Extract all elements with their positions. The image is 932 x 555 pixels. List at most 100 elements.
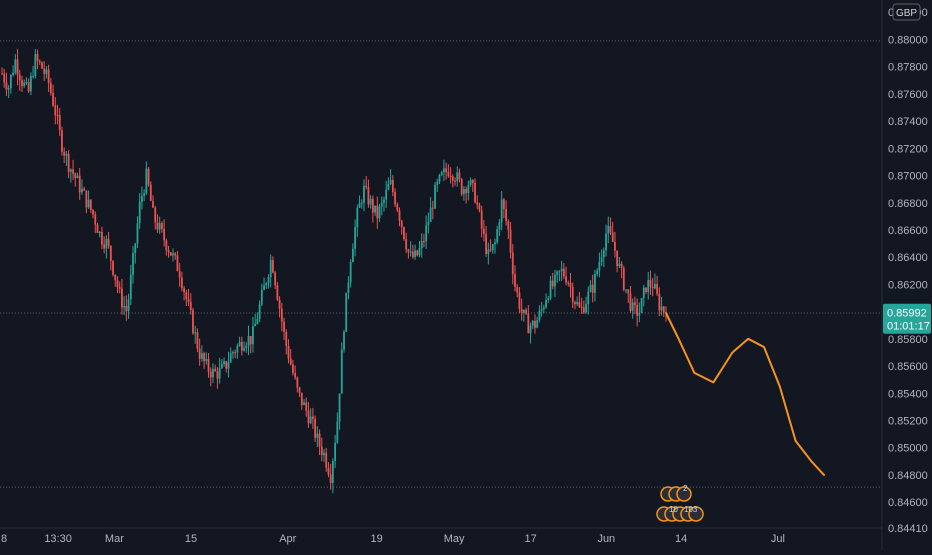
candle-body — [318, 433, 321, 447]
candle-body — [465, 189, 468, 194]
candle-body — [571, 287, 574, 303]
candle-body — [634, 302, 636, 305]
candle-body — [611, 232, 614, 242]
candle-body — [254, 323, 257, 327]
candle-body — [405, 239, 408, 250]
candle-body — [478, 204, 481, 211]
candle-body — [576, 302, 579, 305]
candle-body — [427, 221, 430, 226]
candle-body — [498, 222, 501, 230]
candle-body — [658, 293, 661, 311]
candle-body — [502, 199, 505, 209]
price-tick-label: 0.84600 — [888, 497, 928, 509]
candle-body — [460, 179, 463, 195]
candle-body — [58, 114, 61, 131]
candle-body — [32, 75, 34, 77]
candle-body — [232, 352, 234, 354]
candle-body — [229, 353, 232, 363]
candle-body — [602, 250, 605, 258]
candle-body — [558, 270, 561, 272]
candle-body — [536, 319, 539, 328]
candle-body — [600, 257, 603, 263]
candle-body — [169, 252, 172, 256]
candle-body — [403, 227, 405, 240]
candle-body — [101, 231, 103, 245]
candle-body — [14, 59, 17, 73]
currency-badge-frame — [892, 3, 921, 21]
candle-body — [649, 280, 652, 287]
candle-body — [545, 300, 547, 308]
candle-body — [447, 172, 450, 177]
candle-body — [89, 199, 92, 210]
candle-body — [92, 209, 94, 215]
last-price-tag-bg — [883, 303, 931, 334]
candle-body — [578, 302, 581, 307]
candle-body — [240, 342, 243, 351]
candle-body — [569, 282, 572, 288]
candle-body — [325, 452, 328, 468]
candle-body — [487, 249, 490, 254]
time-tick-label: 19 — [371, 533, 383, 545]
candle-body — [12, 72, 15, 75]
event-markers[interactable]: 2 10 103 — [656, 484, 704, 522]
candle-body — [212, 368, 214, 378]
candle-body — [625, 289, 627, 291]
candle-body — [27, 82, 30, 92]
candle-body — [396, 204, 399, 211]
candle-body — [331, 461, 334, 483]
currency-badge[interactable]: GBP — [892, 3, 921, 21]
candle-body — [438, 174, 441, 182]
candle-body — [449, 176, 452, 178]
candle-body — [21, 80, 23, 86]
candle-body — [334, 442, 337, 462]
candle-body — [640, 298, 643, 313]
candle-body — [454, 180, 456, 182]
candle-body — [172, 253, 174, 256]
candle-body — [123, 305, 126, 308]
candle-body — [249, 336, 252, 345]
candle-body — [398, 210, 401, 221]
candle-body — [562, 268, 565, 277]
candle-body — [534, 321, 536, 328]
price-tick-label: 0.86800 — [888, 198, 928, 210]
time-tick-label: 8 — [1, 533, 7, 545]
candle-body — [178, 271, 181, 278]
candle-body — [400, 220, 403, 228]
candle-body — [574, 302, 576, 305]
candle-body — [662, 306, 665, 313]
candle-body — [620, 263, 623, 269]
candle-body — [500, 199, 503, 223]
candle-body — [34, 54, 37, 76]
candle-body — [598, 262, 601, 271]
event-marker-icon[interactable] — [676, 486, 692, 502]
candle-body — [36, 54, 39, 61]
candle-body — [103, 244, 106, 249]
candle-body — [436, 181, 439, 185]
candle-body — [443, 168, 445, 173]
event-marker-icon[interactable] — [688, 506, 704, 522]
candle-body — [445, 168, 448, 173]
candle-body — [189, 301, 192, 311]
candle-body — [234, 352, 237, 354]
candle-body — [642, 287, 645, 299]
candle-body — [511, 252, 514, 275]
candle-body — [205, 359, 208, 362]
candle-body — [23, 82, 26, 86]
price-tick-label: 0.87200 — [888, 143, 928, 155]
candle-body — [429, 207, 432, 222]
candle-body — [323, 452, 325, 456]
candle-body — [565, 276, 567, 283]
candle-body — [200, 353, 203, 359]
candle-body — [49, 82, 52, 93]
candle-body — [154, 207, 157, 223]
price-tick-label: 0.85200 — [888, 415, 928, 427]
candle-body — [476, 202, 479, 205]
candle-body — [540, 309, 543, 311]
candle-body — [112, 260, 114, 275]
candle-body — [107, 238, 110, 246]
candle-body — [292, 364, 294, 373]
candle-body — [451, 176, 454, 181]
candle-body — [614, 241, 616, 251]
